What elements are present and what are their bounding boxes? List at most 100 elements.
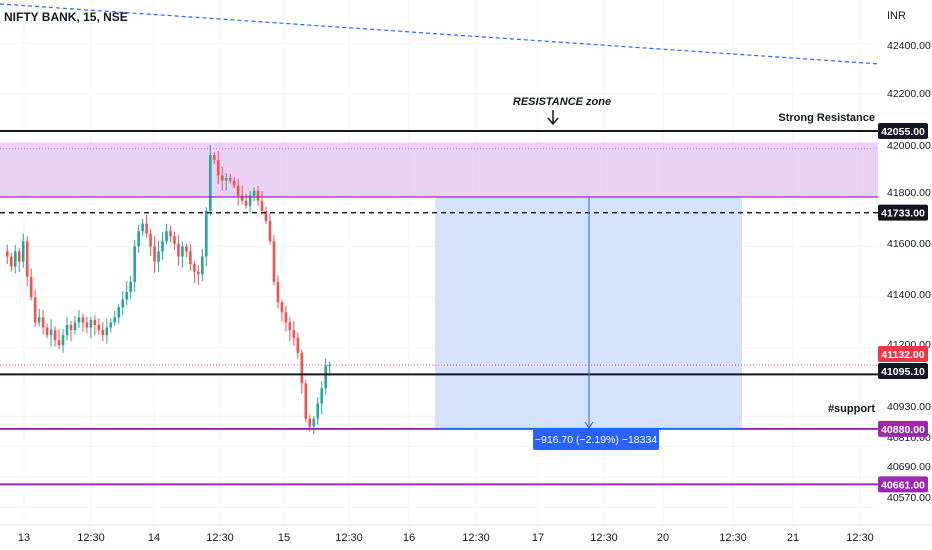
price-badge-level-41733: 41733.00 bbox=[878, 204, 928, 221]
candle bbox=[101, 322, 105, 342]
resistance-zone-band[interactable] bbox=[0, 142, 878, 197]
price-axis[interactable] bbox=[878, 0, 932, 550]
candle bbox=[137, 224, 140, 253]
candle bbox=[197, 265, 200, 285]
candle bbox=[288, 316, 292, 341]
candle bbox=[45, 323, 49, 339]
candle bbox=[165, 223, 168, 245]
time-tick-label: 12:30 bbox=[77, 532, 105, 544]
candle bbox=[324, 358, 327, 395]
price-badge-level-40661: 40661.00 bbox=[878, 476, 928, 493]
price-badge-strong-resistance: 42055.00 bbox=[878, 123, 928, 140]
candle bbox=[292, 321, 296, 346]
candle bbox=[117, 304, 121, 324]
candle bbox=[252, 187, 256, 202]
candle bbox=[260, 191, 264, 215]
price-tick-label: 40570.00 bbox=[887, 492, 931, 504]
price-tick-label: 41800.00 bbox=[887, 187, 931, 199]
candle bbox=[220, 167, 224, 191]
candle bbox=[232, 177, 236, 189]
candles bbox=[6, 144, 331, 435]
candle bbox=[65, 316, 69, 341]
candle bbox=[224, 173, 228, 191]
candle bbox=[13, 245, 17, 274]
strong-resistance-label: Strong Resistance bbox=[778, 112, 875, 124]
price-tick-label: 41600.00 bbox=[887, 238, 931, 250]
candle bbox=[201, 248, 204, 281]
candle bbox=[312, 415, 316, 435]
time-tick-label: 12:30 bbox=[719, 532, 747, 544]
currency-label: INR bbox=[887, 10, 906, 22]
svg-text:40661.00: 40661.00 bbox=[881, 479, 925, 491]
candle bbox=[280, 299, 284, 322]
candle bbox=[236, 178, 240, 206]
candle bbox=[316, 397, 320, 425]
candle bbox=[153, 236, 156, 273]
measurement-badge-text: −916.70 (−2.19%) −18334 bbox=[535, 434, 657, 446]
candle bbox=[149, 228, 152, 256]
price-tick-label: 41400.00 bbox=[887, 289, 931, 301]
candle bbox=[244, 193, 248, 209]
price-badges: 42055.00 41733.00 41132.00 41095.10 40880.00… bbox=[878, 123, 928, 493]
resistance-down-arrow-icon bbox=[547, 110, 559, 126]
descending-trend-line[interactable] bbox=[0, 3, 881, 65]
price-tick-label: 40930.00 bbox=[887, 401, 931, 413]
support-label: #support bbox=[828, 403, 875, 415]
candle bbox=[109, 318, 113, 333]
time-tick-label: 12:30 bbox=[846, 532, 874, 544]
time-tick-label: 17 bbox=[532, 532, 544, 544]
svg-text:42055.00: 42055.00 bbox=[881, 126, 925, 138]
candle bbox=[9, 252, 13, 272]
time-tick-label: 13 bbox=[18, 532, 30, 544]
candle bbox=[300, 349, 304, 394]
candle bbox=[304, 380, 308, 422]
candle bbox=[125, 281, 128, 306]
candle bbox=[129, 275, 132, 299]
candle bbox=[57, 329, 61, 350]
candle bbox=[161, 232, 164, 260]
candle bbox=[177, 235, 180, 266]
svg-text:40880.00: 40880.00 bbox=[881, 424, 925, 436]
candle bbox=[133, 239, 136, 292]
candle bbox=[181, 241, 184, 268]
candle bbox=[81, 313, 85, 332]
symbol-title: NIFTY BANK, 15, NSE bbox=[4, 10, 128, 24]
grid bbox=[0, 0, 878, 525]
candle bbox=[145, 214, 148, 238]
candle bbox=[208, 144, 212, 216]
candle bbox=[193, 260, 196, 284]
candle bbox=[157, 240, 160, 272]
candle bbox=[141, 218, 144, 236]
candle bbox=[284, 305, 288, 332]
price-tick-label: 42000.00 bbox=[887, 140, 931, 152]
candle bbox=[276, 275, 280, 309]
measurement-badge bbox=[533, 428, 659, 450]
candle bbox=[25, 236, 29, 287]
candle bbox=[268, 212, 272, 245]
candle bbox=[93, 315, 97, 336]
candle bbox=[216, 151, 220, 185]
price-tick-label: 40690.00 bbox=[887, 461, 931, 473]
candle bbox=[105, 318, 109, 344]
candle bbox=[228, 173, 232, 184]
price-badge-level-41095: 41095.10 bbox=[878, 363, 928, 379]
candle bbox=[97, 318, 101, 335]
candle bbox=[69, 320, 73, 342]
price-tick-label: 42200.00 bbox=[887, 88, 931, 100]
price-axis-ticks: 42400.00 42200.00 42000.00 41800.00 41600.00… bbox=[887, 40, 931, 504]
candle bbox=[296, 332, 300, 359]
candle bbox=[17, 248, 21, 272]
candle bbox=[320, 381, 324, 415]
time-tick-label: 12:30 bbox=[590, 532, 618, 544]
candle bbox=[205, 207, 208, 267]
candle bbox=[37, 308, 41, 327]
time-tick-label: 12:30 bbox=[335, 532, 363, 544]
time-tick-label: 15 bbox=[278, 532, 290, 544]
candle bbox=[33, 290, 37, 328]
candle bbox=[121, 291, 125, 316]
price-tick-label: 42400.00 bbox=[887, 40, 931, 52]
candle bbox=[264, 206, 268, 224]
candle bbox=[169, 225, 172, 242]
price-badge-current-price: 41132.00 bbox=[878, 346, 928, 362]
